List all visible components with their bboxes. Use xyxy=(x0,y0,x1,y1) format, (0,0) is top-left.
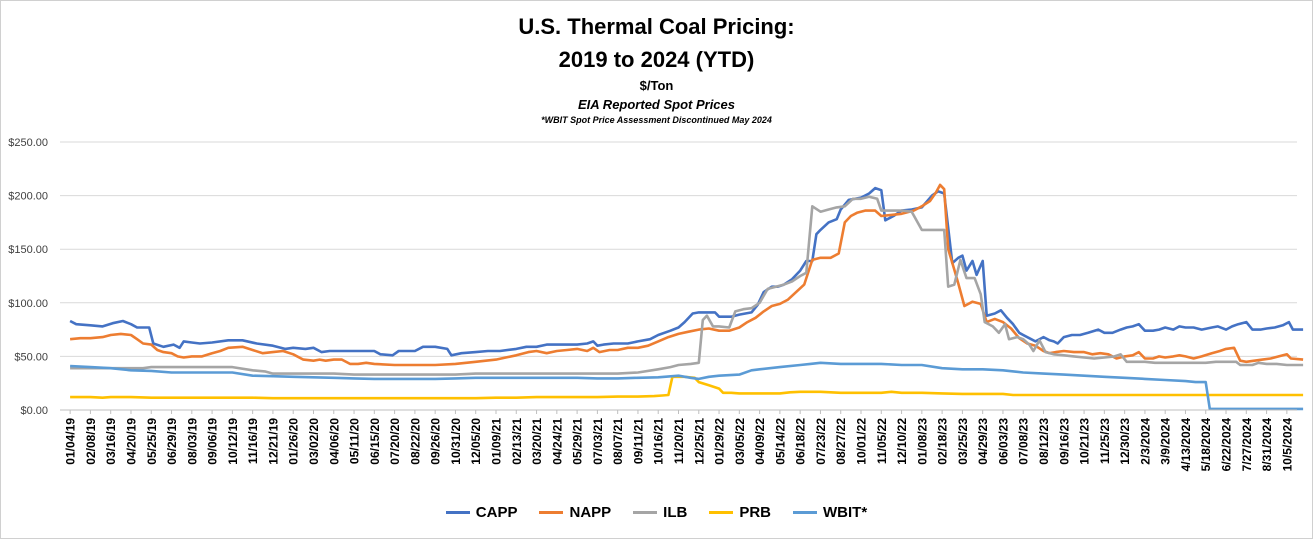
x-tick-label: 12/25/21 xyxy=(692,418,706,465)
legend-swatch xyxy=(633,511,658,514)
x-tick-label: 06/29/19 xyxy=(165,418,179,465)
x-tick-label: 01/29/22 xyxy=(713,418,727,465)
x-tick-label: 11/25/23 xyxy=(1098,418,1112,464)
x-tick-label: 11/16/19 xyxy=(246,418,260,464)
x-tick-label: 07/08/23 xyxy=(1017,418,1031,465)
legend-label: CAPP xyxy=(475,504,518,521)
y-tick-label: $250.00 xyxy=(8,137,48,149)
x-tick-label: 04/24/21 xyxy=(550,418,564,465)
x-tick-label: 10/31/20 xyxy=(449,418,463,465)
x-tick-label: 12/05/20 xyxy=(469,418,483,465)
legend-item: NAPP xyxy=(539,504,611,521)
y-tick-label: $200.00 xyxy=(8,191,48,203)
gridlines xyxy=(60,141,1297,357)
legend-label: WBIT* xyxy=(823,504,868,521)
x-tick-label: 3/9/2024 xyxy=(1159,418,1173,465)
x-tick-label: 05/29/21 xyxy=(571,418,585,465)
x-tick-label: 12/21/19 xyxy=(266,418,280,465)
series-line-capp xyxy=(69,186,1304,357)
x-tick-label: 08/03/19 xyxy=(185,418,199,465)
x-tick-label: 8/31/2024 xyxy=(1260,418,1274,472)
x-tick-label: 12/10/22 xyxy=(895,418,909,465)
legend-item: CAPP xyxy=(445,504,518,521)
x-tick-label: 04/09/22 xyxy=(753,418,767,465)
x-tick-label: 03/02/20 xyxy=(307,418,321,465)
legend-swatch xyxy=(793,511,818,514)
x-tick-label: 12/30/23 xyxy=(1118,418,1132,465)
chart-title-line2: 2019 to 2024 (YTD) xyxy=(558,47,755,72)
x-tick-label: 10/5/2024 xyxy=(1280,418,1294,472)
x-tick-label: 07/03/21 xyxy=(591,418,605,465)
x-tick-label: 6/22/2024 xyxy=(1220,418,1234,472)
x-tick-label: 09/16/23 xyxy=(1057,418,1071,465)
x-tick-label: 03/25/23 xyxy=(956,418,970,465)
y-tick-label: $150.00 xyxy=(8,244,48,256)
chart-subtitle: EIA Reported Spot Prices xyxy=(578,97,735,112)
x-tick-label: 11/20/21 xyxy=(672,418,686,464)
x-tick-label: 10/12/19 xyxy=(226,418,240,465)
x-tick-label: 08/07/21 xyxy=(611,418,625,465)
x-tick-label: 06/18/22 xyxy=(794,418,808,465)
y-tick-label: $50.00 xyxy=(14,351,48,363)
x-tick-label: 04/06/20 xyxy=(327,418,341,465)
x-tick-label: 7/27/2024 xyxy=(1240,418,1254,472)
y-tick-label: $0.00 xyxy=(20,405,48,417)
x-tick-label: 04/20/19 xyxy=(124,418,138,465)
x-tick-label: 2/3/2024 xyxy=(1138,418,1152,465)
series-line-ilb xyxy=(70,195,1304,376)
x-tick-label: 02/18/23 xyxy=(936,418,950,465)
legend-item: PRB xyxy=(709,504,771,521)
legend-label: ILB xyxy=(663,504,688,521)
series-line-prb xyxy=(70,375,1304,400)
legend-swatch xyxy=(445,511,470,514)
x-tick-label: 4/13/2024 xyxy=(1179,418,1193,472)
y-axis-ticks: $0.00 $50.00 $100.00 $150.00 $200.00 $250.00 xyxy=(8,137,48,417)
x-tick-label: 03/05/22 xyxy=(733,418,747,465)
x-tick-label: 08/27/22 xyxy=(834,418,848,465)
chart-legend: CAPP NAPP ILB PRB WBIT* xyxy=(0,504,1313,521)
legend-item: ILB xyxy=(633,504,687,521)
y-tick-label: $100.00 xyxy=(8,298,48,310)
x-tick-label: 07/20/20 xyxy=(388,418,402,465)
x-tick-label: 02/13/21 xyxy=(510,418,524,465)
x-tick-label: 01/04/19 xyxy=(64,418,78,465)
legend-swatch xyxy=(539,511,564,514)
legend-item: WBIT* xyxy=(793,504,867,521)
x-tick-label: 05/25/19 xyxy=(145,418,159,465)
x-tick-label: 05/11/20 xyxy=(348,418,362,464)
legend-label: NAPP xyxy=(569,504,612,521)
x-tick-label: 09/26/20 xyxy=(429,418,443,465)
x-tick-label: 05/14/22 xyxy=(773,418,787,465)
chart-note: *WBIT Spot Price Assessment Discontinued… xyxy=(541,115,772,125)
x-tick-label: 01/09/21 xyxy=(489,418,503,465)
x-axis-ticks: 01/04/19 02/08/19 03/16/19 04/20/19 05/25/19… xyxy=(64,410,1294,472)
series-line-wbit xyxy=(70,361,1304,411)
legend-label: PRB xyxy=(739,504,772,521)
x-tick-label: 04/29/23 xyxy=(976,418,990,465)
x-tick-label: 01/26/20 xyxy=(287,418,301,465)
series-line-napp xyxy=(69,183,1304,367)
x-tick-label: 08/22/20 xyxy=(408,418,422,465)
x-tick-label: 08/12/23 xyxy=(1037,418,1051,465)
x-tick-label: 5/18/2024 xyxy=(1199,418,1213,472)
x-tick-label: 06/03/23 xyxy=(996,418,1010,465)
chart-title-line1: U.S. Thermal Coal Pricing: xyxy=(518,14,795,39)
legend-swatch xyxy=(709,511,734,514)
x-tick-label: 07/23/22 xyxy=(814,418,828,465)
x-tick-label: 06/15/20 xyxy=(368,418,382,465)
x-tick-label: 02/08/19 xyxy=(84,418,98,465)
series-lines xyxy=(69,183,1304,411)
x-tick-label: 01/08/23 xyxy=(915,418,929,465)
x-tick-label: 10/01/22 xyxy=(855,418,869,465)
x-tick-label: 03/16/19 xyxy=(104,418,118,465)
x-tick-label: 03/20/21 xyxy=(530,418,544,465)
x-tick-label: 09/11/21 xyxy=(631,418,645,464)
chart-unit: $/Ton xyxy=(639,78,674,93)
x-tick-label: 10/21/23 xyxy=(1078,418,1092,465)
x-tick-label: 09/06/19 xyxy=(206,418,220,465)
x-tick-label: 11/05/22 xyxy=(875,418,889,464)
x-tick-label: 10/16/21 xyxy=(652,418,666,465)
